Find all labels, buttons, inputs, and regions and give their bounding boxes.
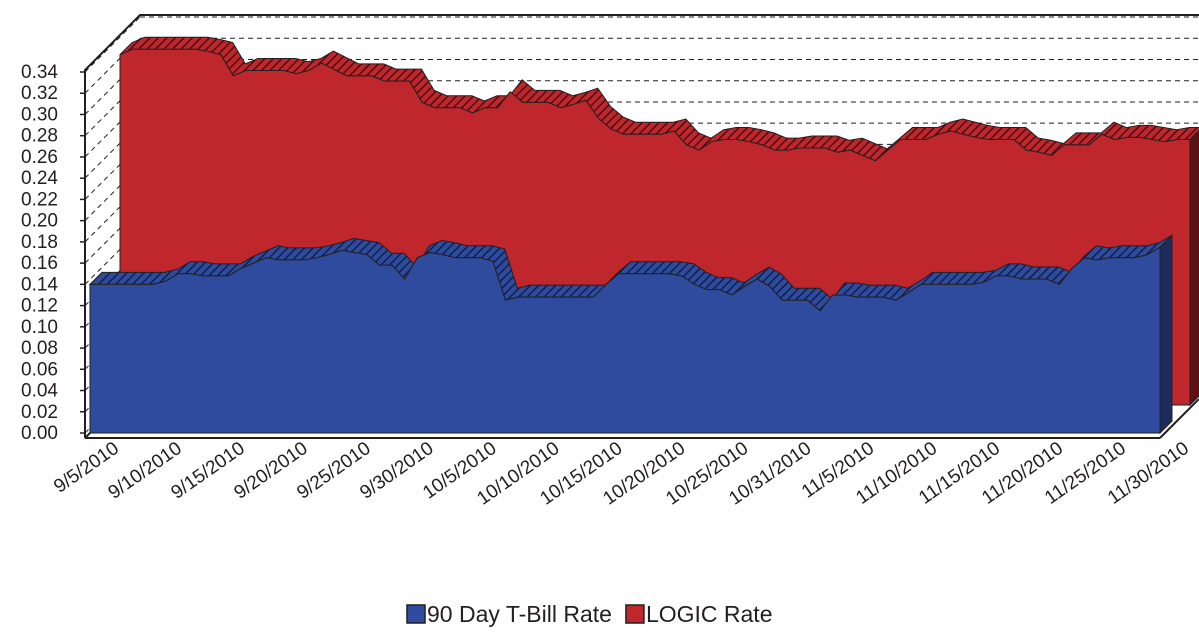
y-tick-label: 0.10 [21,317,58,338]
legend-swatch [625,604,645,624]
grid-line [84,16,141,73]
y-tick-label: 0.18 [21,232,58,253]
y-tick-label: 0.02 [21,402,58,423]
y-tick-label: 0.24 [21,168,58,189]
y-tick-label: 0.04 [21,381,58,402]
area [89,246,1161,434]
legend-label: LOGIC Rate [646,601,773,627]
legend-item: 90 Day T-Bill Rate [406,601,612,627]
y-tick-label: 0.08 [21,338,58,359]
y-tick-label: 0.00 [21,423,58,444]
wall [84,14,1199,438]
y-tick-label: 0.12 [21,296,58,317]
y-tick-label: 0.16 [21,253,58,274]
legend-item: LOGIC Rate [625,601,773,627]
legend-swatch [406,604,426,624]
y-tick-label: 0.06 [21,359,58,380]
y-tick-label: 0.20 [21,211,58,232]
floor [1159,398,1199,439]
y-tick-label: 0.26 [21,147,58,168]
y-tick-label: 0.14 [21,274,58,295]
y-tick-label: 0.32 [21,83,58,104]
y-tick-label: 0.30 [21,104,58,125]
y-tick-label: 0.28 [21,126,58,147]
area-side [1189,129,1199,407]
legend-label: 90 Day T-Bill Rate [427,601,612,627]
y-tick-label: 0.34 [21,62,58,83]
y-tick-label: 0.22 [21,189,58,210]
area-side [1159,233,1173,435]
